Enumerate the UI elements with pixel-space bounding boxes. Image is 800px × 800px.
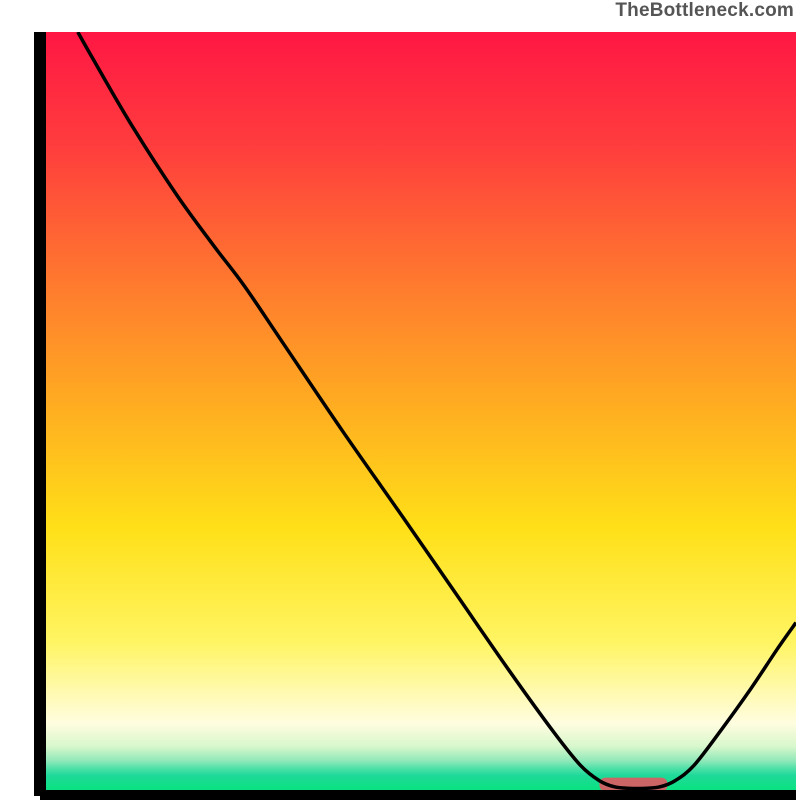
plot-area — [0, 0, 800, 800]
gradient-background — [40, 32, 796, 796]
attribution-text: TheBottleneck.com — [615, 0, 794, 22]
bottleneck-chart-frame: TheBottleneck.com — [0, 0, 800, 800]
chart-svg — [0, 0, 800, 800]
